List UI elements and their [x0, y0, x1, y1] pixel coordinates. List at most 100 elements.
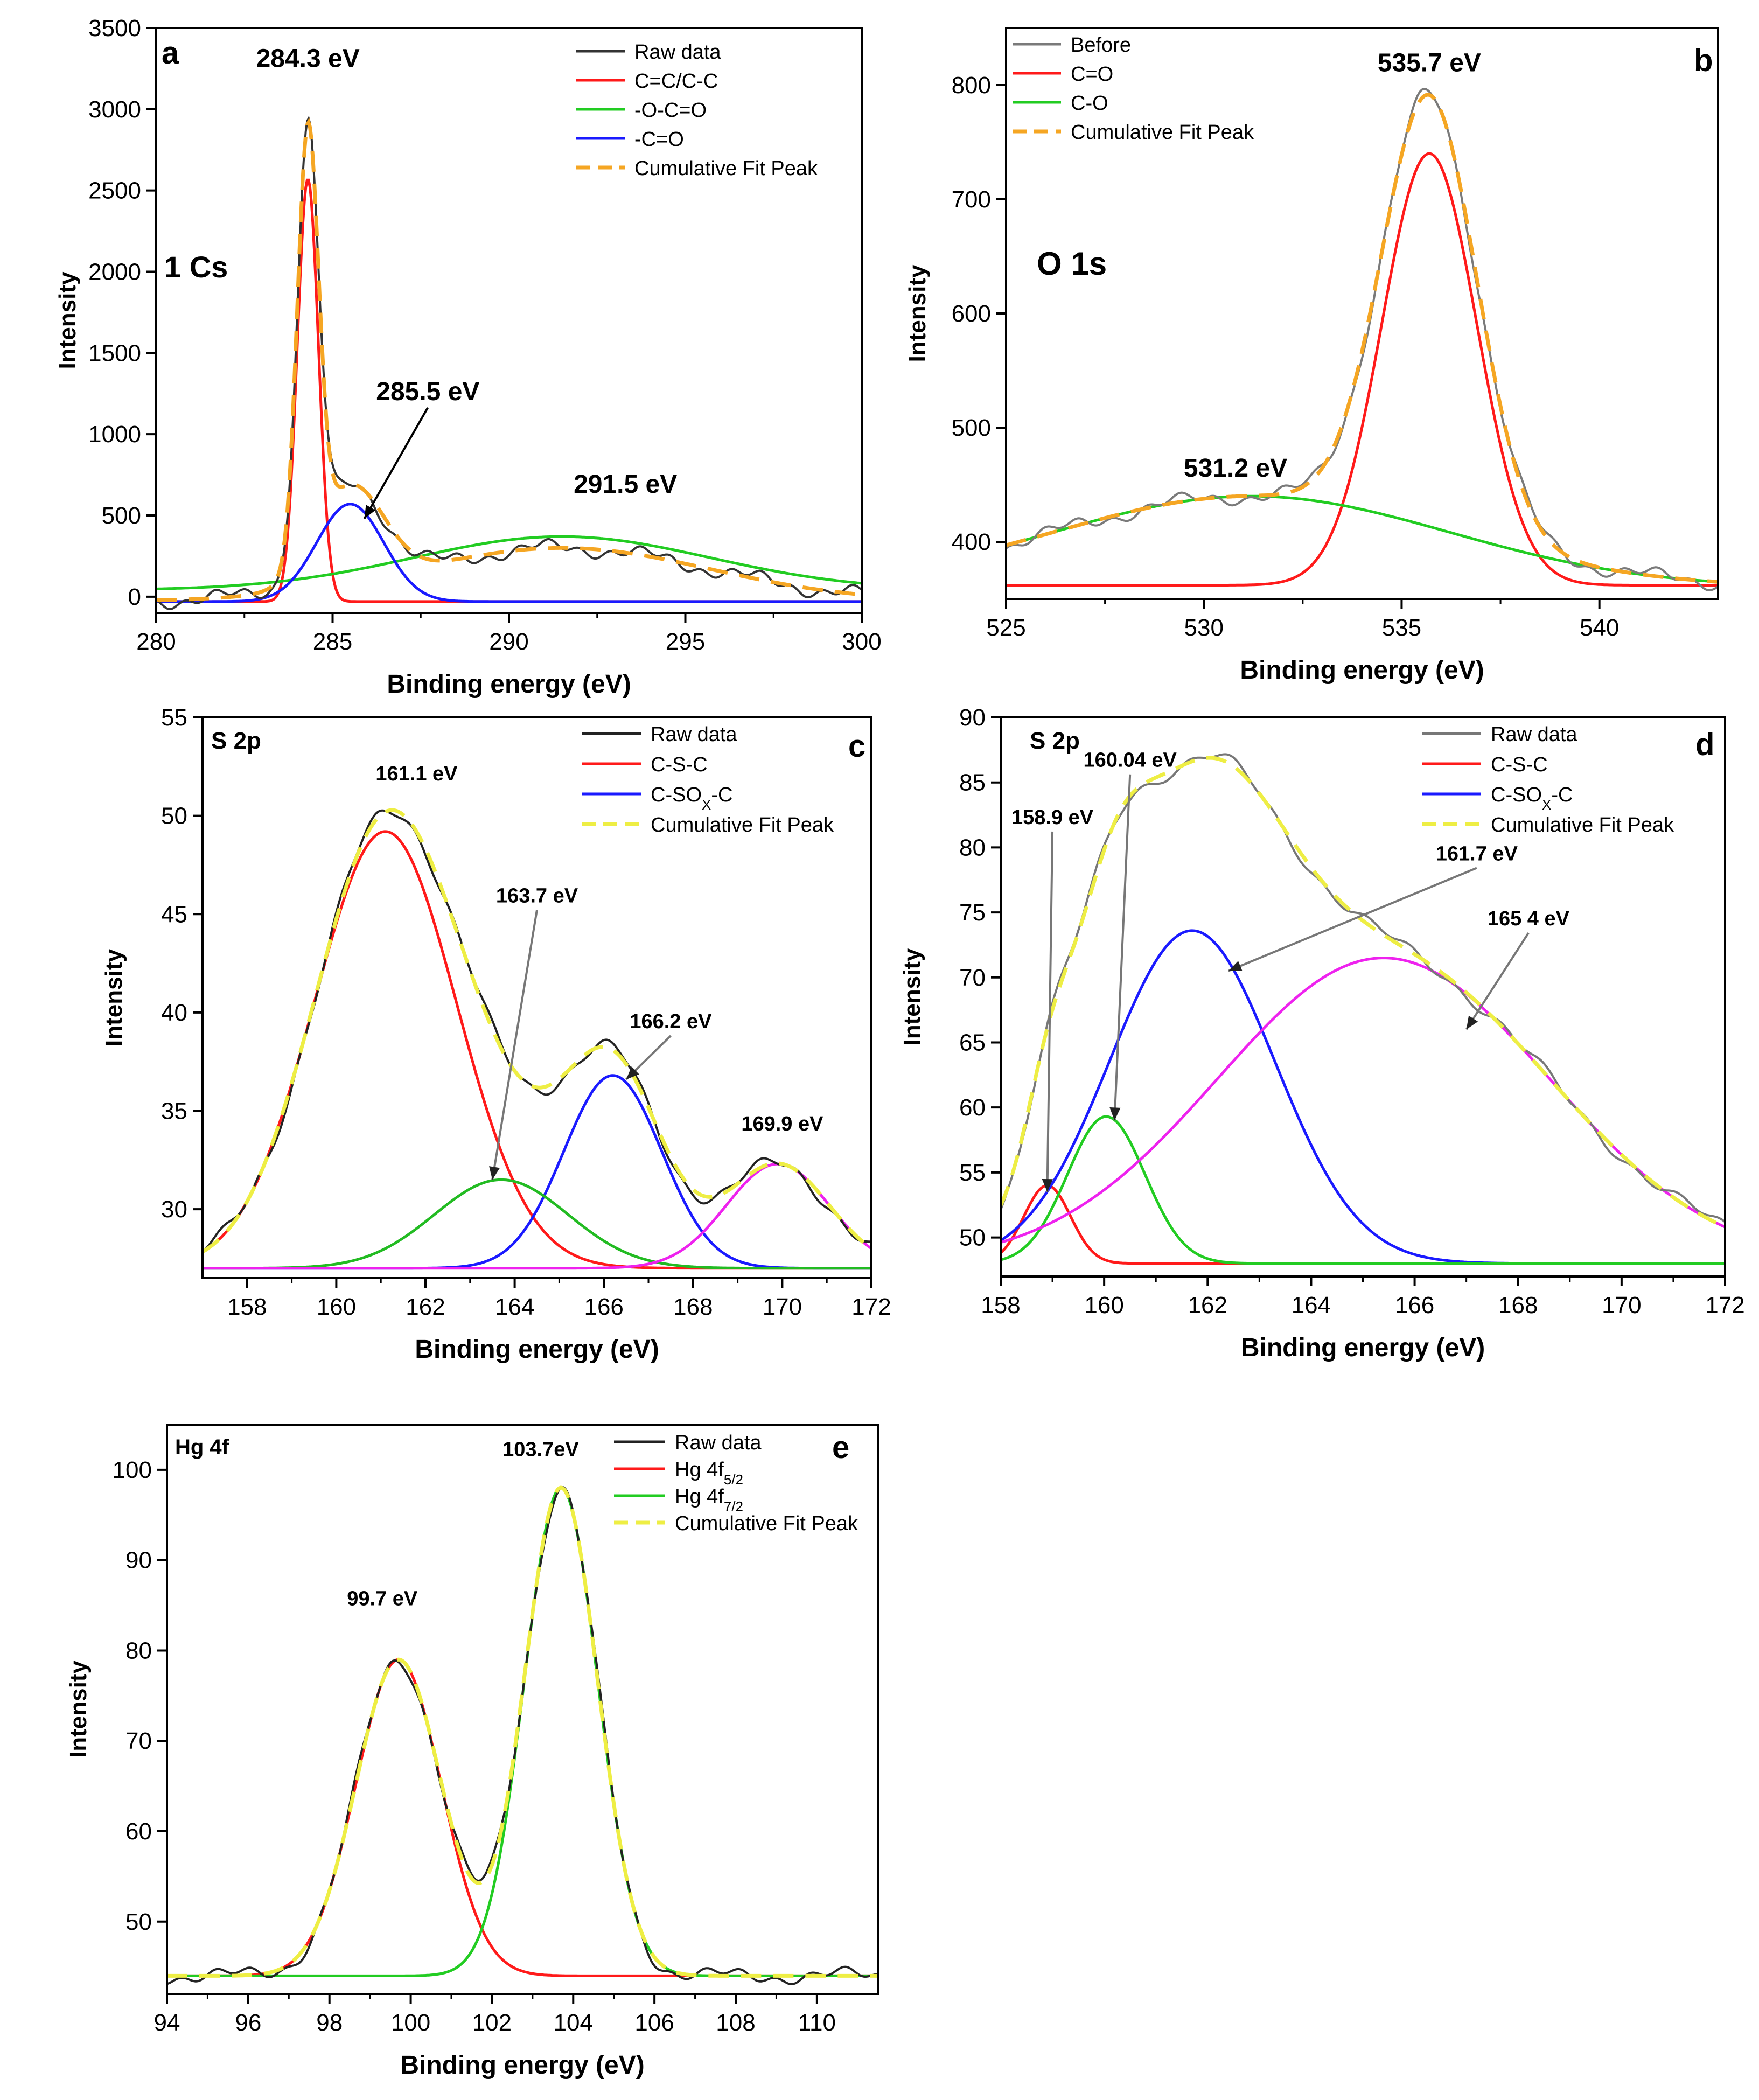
y-tick-label: 85 [959, 770, 986, 796]
x-tick-label: 535 [1382, 615, 1421, 641]
x-axis-label: Binding energy (eV) [387, 670, 631, 699]
legend-label: C-O [1071, 92, 1108, 115]
plot-frame [1000, 716, 1726, 1278]
annotation-arrow [1113, 774, 1132, 1121]
y-tick-label: 50 [959, 1225, 986, 1251]
panel-title: Hg 4f [175, 1435, 229, 1459]
x-tick-label: 108 [716, 2010, 755, 2036]
legend-label: C-S-C [1491, 754, 1548, 776]
y-tick-label: 60 [125, 1818, 152, 1845]
x-tick-label: 172 [1705, 1292, 1744, 1318]
y-tick-label: 45 [161, 901, 187, 927]
panel-title: S 2p [1030, 728, 1080, 754]
raw-data-curve [203, 809, 871, 1253]
x-tick-label: 168 [673, 1294, 713, 1320]
peak-annotation: 99.7 eV [347, 1588, 418, 1610]
peak-annotation: 158.9 eV [1011, 806, 1094, 829]
cumulative-fit-curve [167, 1485, 878, 1978]
x-tick-label: 530 [1184, 615, 1224, 641]
legend-label: -C=O [634, 128, 684, 151]
legend-label: Cumulative Fit Peak [1491, 814, 1674, 836]
peak-annotation: 161.7 eV [1436, 843, 1518, 866]
y-tick-label: 600 [952, 301, 991, 327]
x-tick-label: 525 [986, 615, 1025, 641]
legend-label: C-SOX-C [651, 784, 732, 813]
y-axis-label: Intensity [101, 949, 127, 1046]
plot-area [203, 808, 871, 1270]
raw-data-curve [156, 115, 862, 610]
component-curve-hg-4f [167, 1486, 878, 1977]
y-tick-label: 0 [128, 584, 141, 610]
component-curve-169.9-component [203, 1162, 871, 1270]
y-tick-label: 500 [102, 503, 141, 529]
peak-annotation: 161.1 eV [375, 763, 458, 785]
x-tick-label: 540 [1580, 615, 1619, 641]
legend-label: Cumulative Fit Peak [634, 157, 818, 180]
y-tick-label: 80 [125, 1637, 152, 1664]
annotation-arrow [1046, 831, 1054, 1192]
legend-label: C-SOX-C [1491, 784, 1573, 813]
chart-panel-c: 158 160 162 164 166 168 170 172 30 35 40 45 50 55 Bind… [101, 704, 891, 1364]
y-tick-label: 3000 [88, 96, 141, 123]
x-axis-label: Binding energy (eV) [1241, 1334, 1485, 1362]
x-tick-label: 295 [666, 629, 705, 655]
legend-label: Raw data [651, 723, 737, 746]
plot-area [1006, 88, 1718, 592]
arrow-head [489, 1166, 500, 1180]
x-tick-label: 104 [554, 2010, 593, 2036]
panel-title: O 1s [1037, 246, 1107, 282]
y-tick-label: 90 [125, 1547, 152, 1574]
y-tick-label: 30 [161, 1196, 187, 1223]
y-tick-label: 55 [161, 704, 187, 731]
legend-label: C-S-C [651, 754, 708, 776]
arrow-head [1042, 1179, 1053, 1192]
y-tick-label: 400 [952, 529, 991, 555]
plot-frame [1005, 27, 1719, 600]
peak-annotation: 103.7eV [502, 1439, 579, 1461]
y-tick-label: 50 [161, 803, 187, 829]
peak-annotation: 169.9 eV [741, 1113, 823, 1135]
chart-panel-b: 525 530 535 540 400 500 600 700 800 Binding energ… [904, 27, 1719, 685]
arrow-head [626, 1066, 639, 1080]
y-tick-label: 90 [959, 704, 986, 731]
legend-label: Before [1071, 34, 1131, 57]
x-tick-label: 164 [495, 1294, 534, 1320]
x-axis-label: Binding energy (eV) [400, 2051, 644, 2080]
x-tick-label: 98 [316, 2010, 343, 2036]
y-tick-label: 800 [952, 72, 991, 99]
y-tick-label: 35 [161, 1098, 187, 1125]
legend-subscript: 5/2 [724, 1471, 743, 1488]
y-axis-label: Intensity [54, 271, 81, 369]
x-tick-label: 100 [391, 2010, 430, 2036]
legend-label: Raw data [675, 1432, 762, 1454]
plot-area [167, 1485, 878, 1985]
y-tick-label: 1500 [88, 340, 141, 366]
component-curve-c-so [203, 1074, 871, 1270]
legend-label: Hg 4f7/2 [675, 1485, 743, 1515]
y-tick-label: 80 [959, 834, 986, 861]
y-tick-label: 65 [959, 1029, 986, 1056]
peak-annotation: 165 4 eV [1488, 908, 1570, 930]
component-curve-163.7-component [203, 1178, 871, 1270]
y-axis-label: Intensity [65, 1661, 92, 1758]
y-tick-label: 75 [959, 899, 986, 926]
peak-annotation: 291.5 eV [574, 470, 677, 499]
peak-annotation: 166.2 eV [630, 1010, 712, 1033]
x-tick-label: 102 [472, 2010, 512, 2036]
x-tick-label: 170 [763, 1294, 802, 1320]
peak-annotation: 160.04 eV [1084, 749, 1177, 772]
x-tick-label: 170 [1602, 1292, 1641, 1318]
peak-annotation: 531.2 eV [1184, 454, 1287, 483]
x-axis-label: Binding energy (eV) [415, 1335, 659, 1364]
x-tick-label: 94 [154, 2010, 180, 2036]
component-curve-165.4-component [1001, 957, 1725, 1244]
y-tick-label: 55 [959, 1160, 986, 1186]
cumulative-fit-curve [1001, 756, 1725, 1229]
x-tick-label: 164 [1292, 1292, 1331, 1318]
x-tick-label: 110 [798, 2010, 836, 2036]
y-tick-label: 1000 [88, 421, 141, 448]
cumulative-fit-curve [203, 808, 871, 1254]
x-tick-label: 106 [634, 2010, 674, 2036]
arrow-head [364, 505, 376, 519]
x-tick-label: 162 [1188, 1292, 1227, 1318]
